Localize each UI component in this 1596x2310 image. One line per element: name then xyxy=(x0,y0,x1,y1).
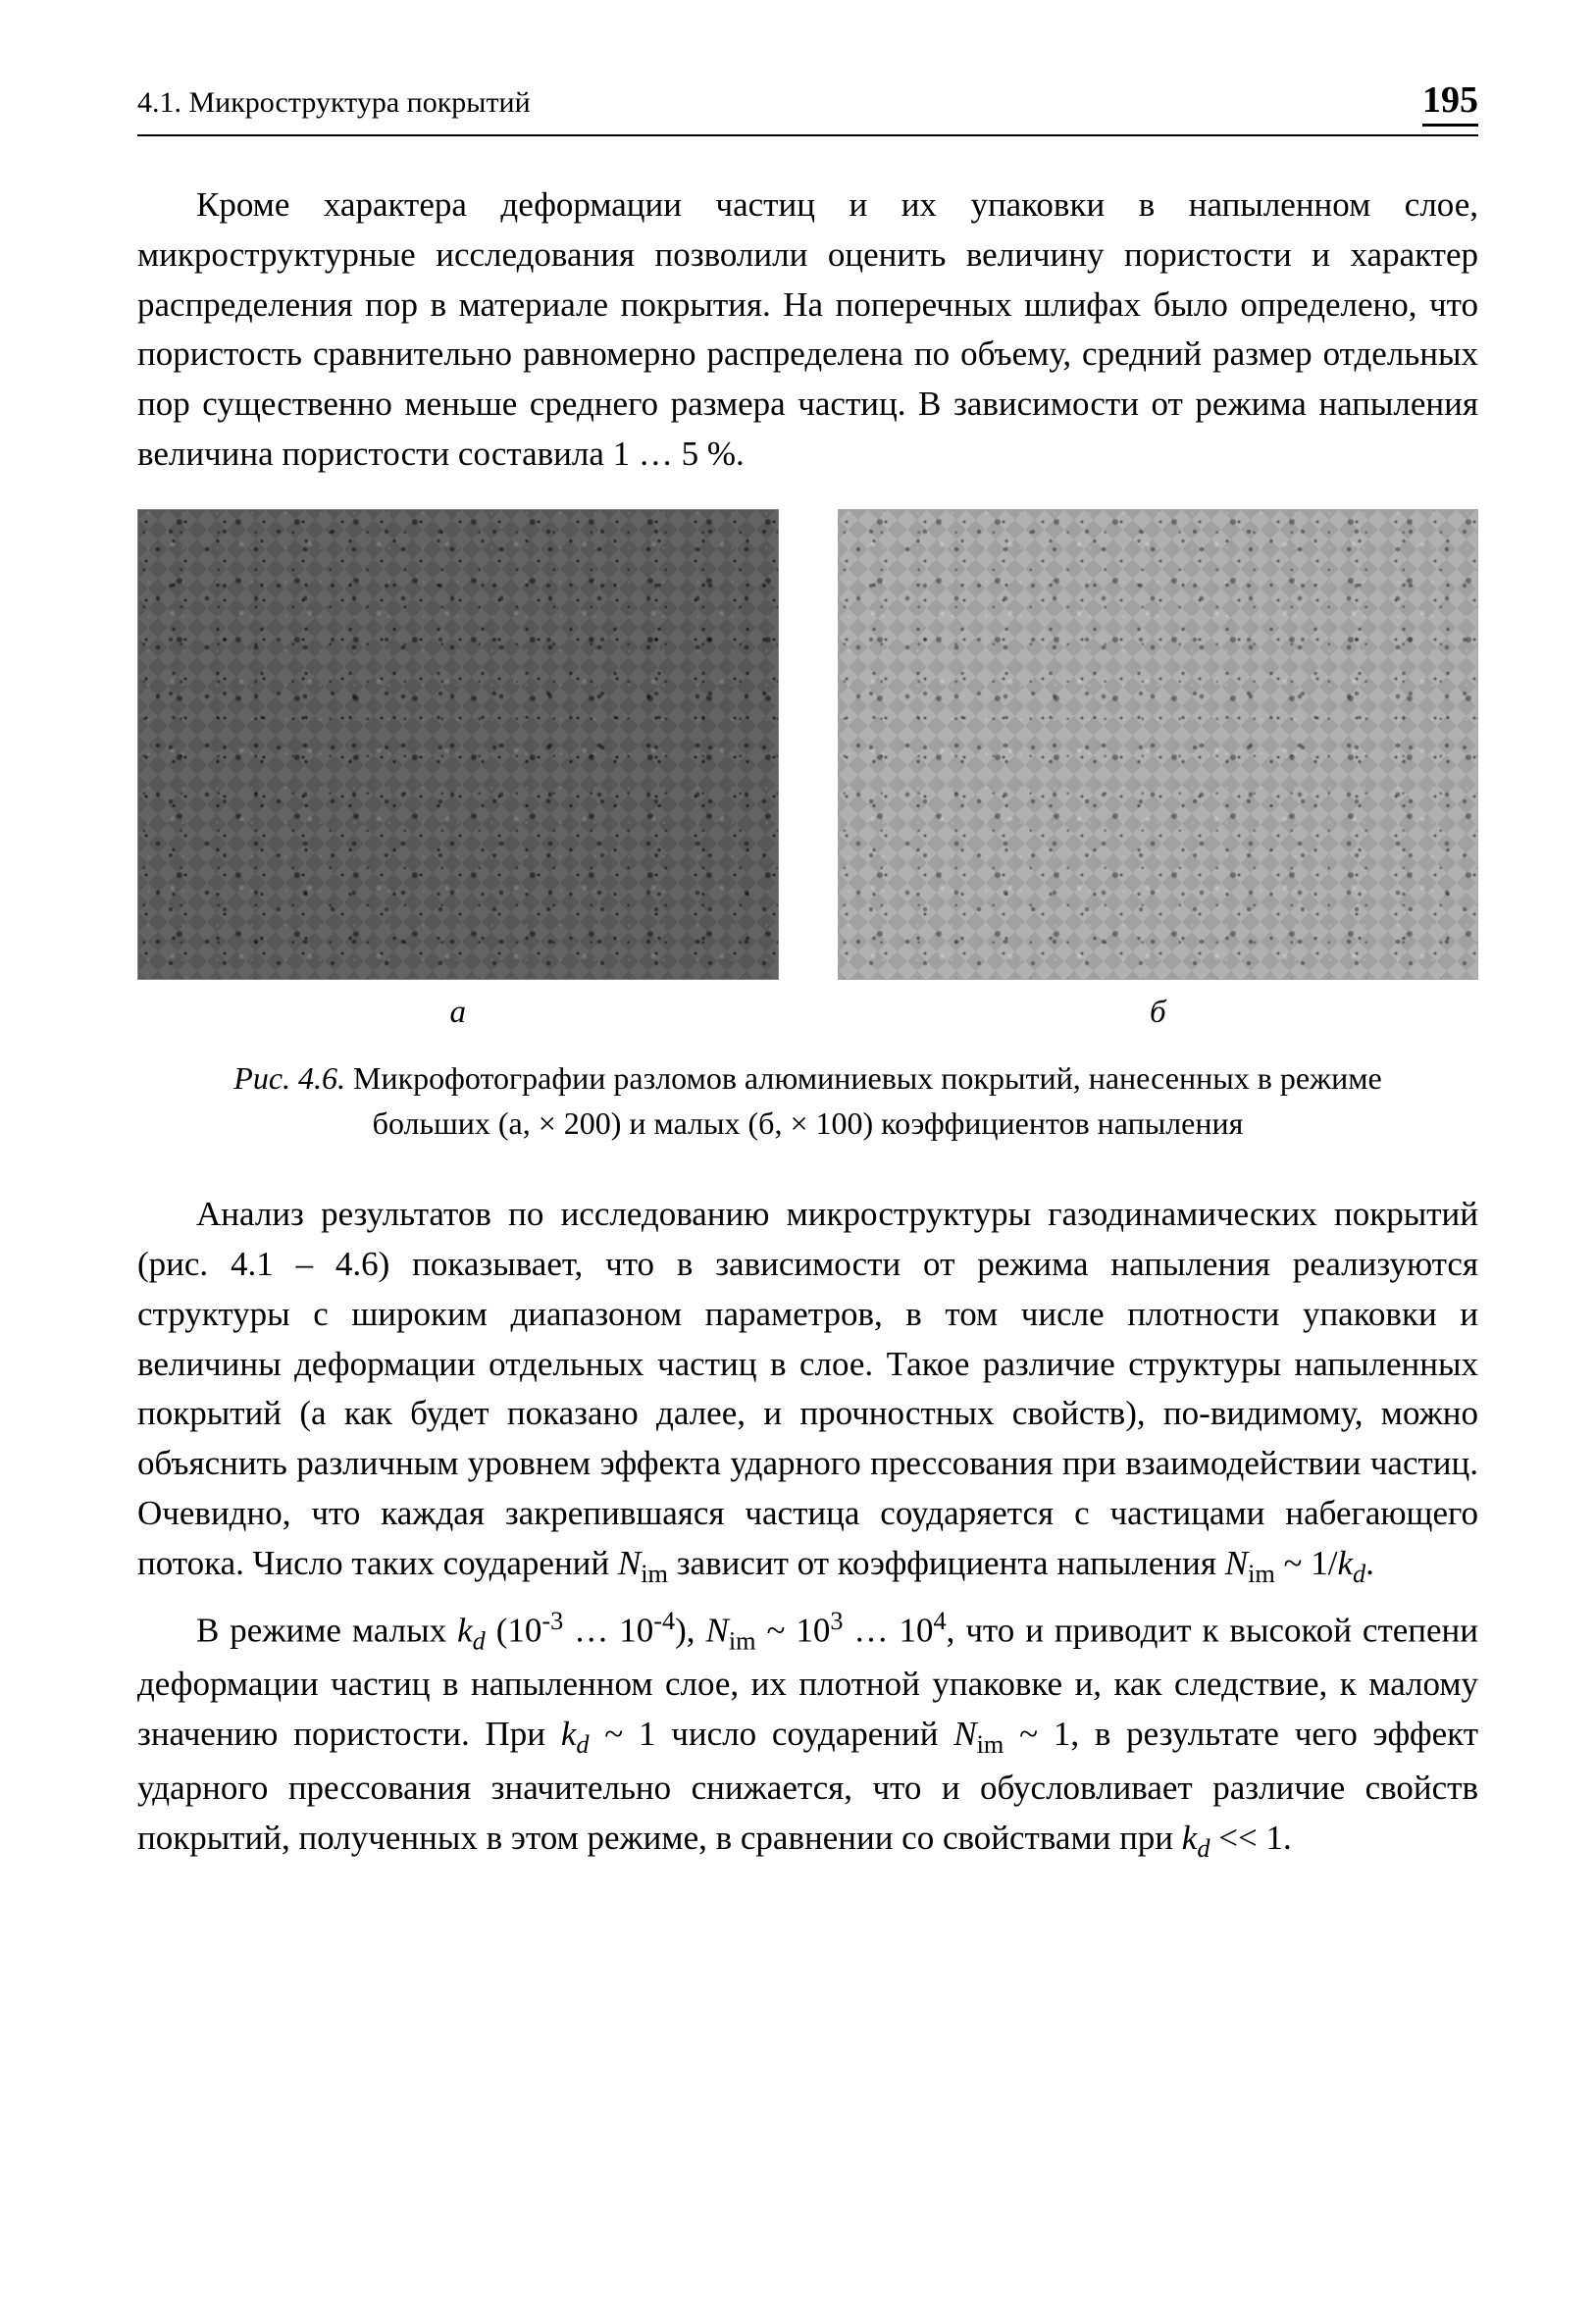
paragraph-3: В режиме малых kd (10-3 … 10-4), Nim ~ 1… xyxy=(137,1603,1478,1868)
paragraph-2: Анализ результатов по исследованию микро… xyxy=(137,1190,1478,1592)
paragraph-1: Кроме характера деформации частиц и их у… xyxy=(137,180,1478,480)
page-header: 4.1. Микроструктура покрытий 195 xyxy=(137,78,1478,136)
figure-a: а xyxy=(137,509,779,1031)
figure-caption: Рис. 4.6. Микрофотографии разломов алюми… xyxy=(137,1055,1478,1147)
figures-row: а б xyxy=(137,509,1478,1031)
figure-b-label: б xyxy=(1150,995,1166,1031)
figure-b-image xyxy=(838,509,1479,980)
section-title: 4.1. Микроструктура покрытий xyxy=(137,86,531,120)
figure-b: б xyxy=(838,509,1479,1031)
figure-a-label: а xyxy=(450,995,467,1031)
page-number: 195 xyxy=(1422,78,1478,127)
figure-caption-prefix: Рис. 4.6. xyxy=(233,1060,345,1096)
figure-caption-text: Микрофотографии разломов алюминиевых пок… xyxy=(345,1060,1382,1141)
figure-a-image xyxy=(137,509,779,980)
